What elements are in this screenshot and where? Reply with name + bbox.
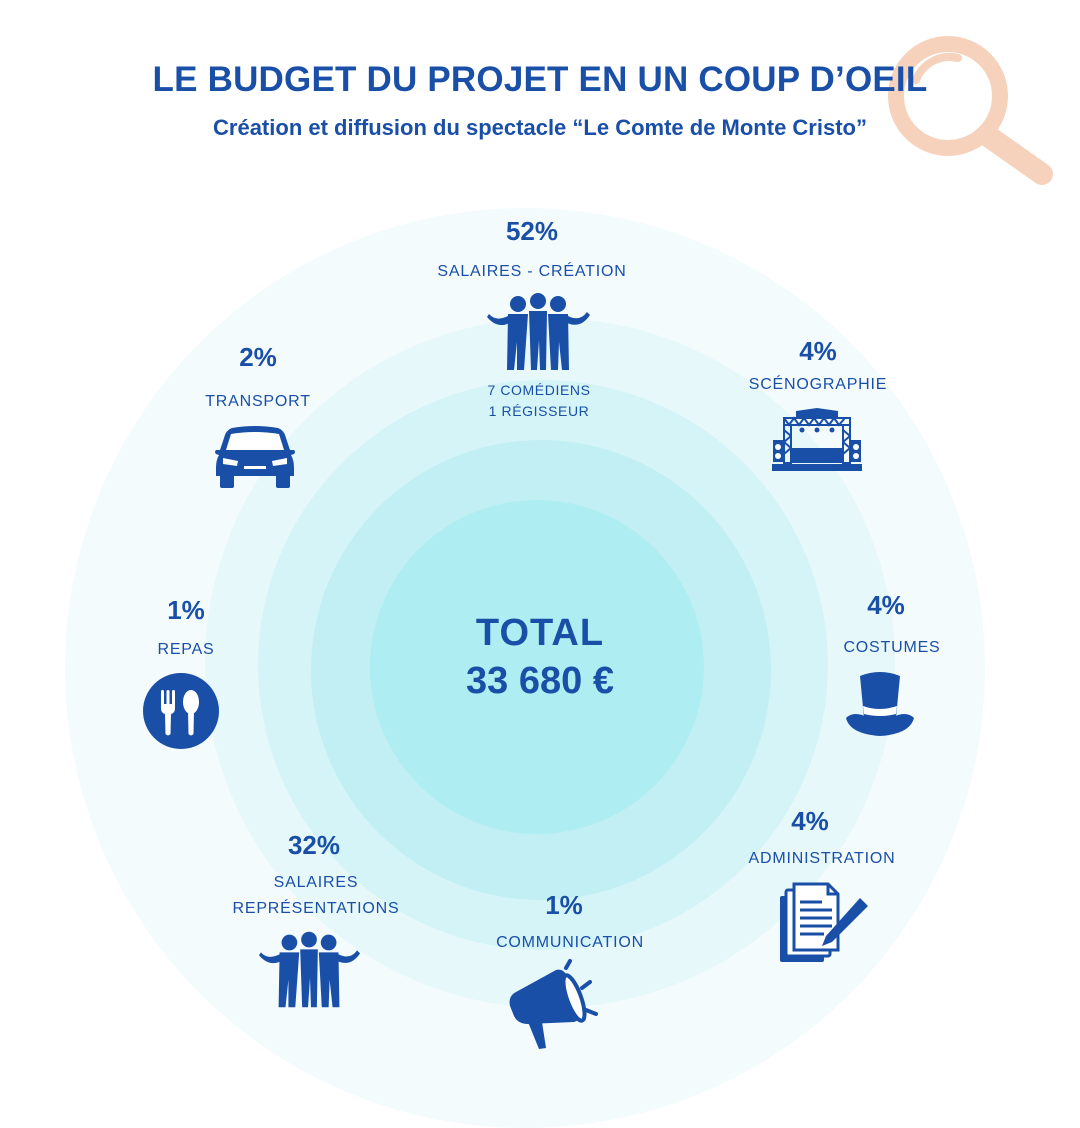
administration-label: ADMINISTRATION bbox=[748, 850, 896, 867]
salaires-creation-label: SALAIRES - CRÉATION bbox=[437, 263, 627, 280]
transport-label: TRANSPORT bbox=[205, 393, 311, 410]
repas-label: REPAS bbox=[157, 641, 215, 658]
scenographie-label: SCÉNOGRAPHIE bbox=[748, 376, 888, 393]
administration-pct: 4% bbox=[791, 806, 829, 836]
salaires-creation-note-2: 1 RÉGISSEUR bbox=[488, 403, 590, 419]
background-ring-center bbox=[370, 500, 704, 834]
salaires-creation-pct: 52% bbox=[505, 216, 559, 246]
page-subtitle: Création et diffusion du spectacle “Le C… bbox=[213, 115, 867, 140]
stage-icon bbox=[772, 408, 862, 471]
costumes-label: COSTUMES bbox=[843, 639, 941, 656]
fork-spoon-icon bbox=[143, 673, 219, 749]
scenographie-pct: 4% bbox=[799, 336, 837, 366]
repas-pct: 1% bbox=[167, 595, 205, 625]
costumes-pct: 4% bbox=[867, 590, 905, 620]
group-people-icon bbox=[487, 293, 590, 370]
total-value: 33 680 € bbox=[466, 660, 614, 702]
documents-pen-icon bbox=[780, 882, 868, 962]
salaires-representations-label-1: SALAIRES bbox=[273, 874, 359, 891]
top-hat-icon bbox=[846, 672, 914, 736]
salaires-creation-note-1: 7 COMÉDIENS bbox=[487, 382, 591, 398]
salaires-representations-label-2: REPRÉSENTATIONS bbox=[232, 900, 400, 917]
megaphone-icon bbox=[509, 959, 598, 1049]
car-icon bbox=[215, 426, 295, 488]
page-title: LE BUDGET DU PROJET EN UN COUP D’OEIL bbox=[152, 60, 928, 99]
communication-label: COMMUNICATION bbox=[496, 934, 644, 951]
salaires-representations-pct: 32% bbox=[287, 830, 341, 860]
communication-pct: 1% bbox=[545, 890, 583, 920]
magnifier-icon bbox=[888, 36, 1053, 185]
transport-pct: 2% bbox=[239, 342, 277, 372]
group-people-icon bbox=[258, 931, 361, 1008]
total-label: TOTAL bbox=[475, 612, 605, 654]
